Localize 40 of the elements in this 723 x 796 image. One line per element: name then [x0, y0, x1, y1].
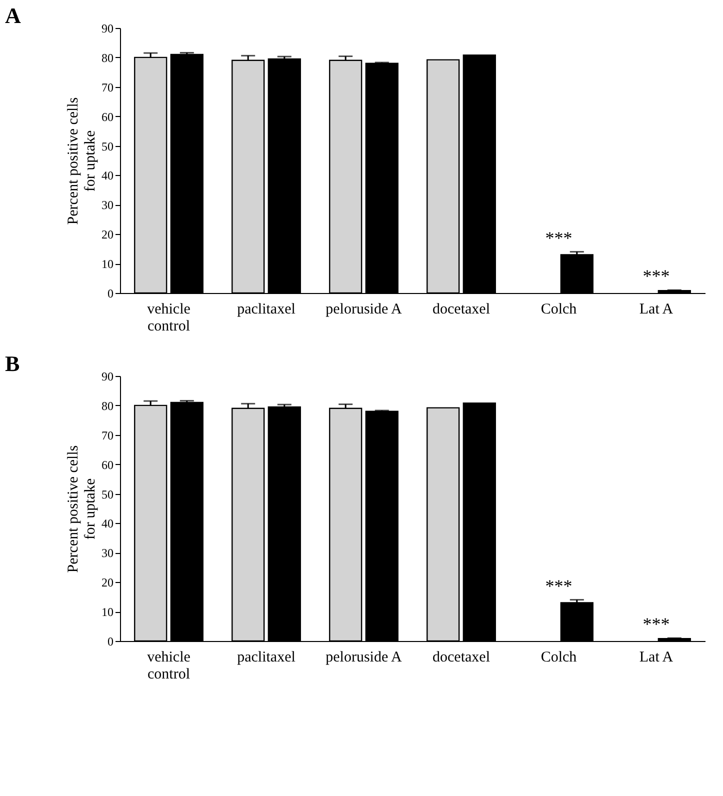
annotation: ***	[545, 576, 572, 596]
chart-title: B	[5, 351, 20, 376]
x-tick-label: vehicle control	[147, 302, 191, 334]
x-tick-label: Lat A	[639, 302, 674, 318]
chart-title: A	[5, 3, 21, 28]
y-tick-label: 30	[102, 198, 114, 212]
y-tick-label: 70	[102, 80, 114, 94]
y-tick-label: 0	[108, 286, 114, 300]
annotation: ***	[642, 266, 670, 286]
x-tick-label: peloruside A	[326, 650, 402, 666]
y-tick-label: 70	[102, 428, 114, 442]
x-tick-label: paclitaxel	[237, 650, 296, 666]
x-tick-label: vehicle control	[147, 650, 191, 682]
y-tick-label: 60	[102, 110, 114, 124]
x-tick-label: Colch	[540, 650, 578, 666]
y-tick-label: 90	[102, 370, 114, 384]
y-tick-label: 40	[102, 516, 114, 531]
y-tick-label: 80	[102, 398, 114, 413]
x-tick-label: Colch	[540, 302, 578, 318]
annotation: ***	[545, 228, 572, 248]
y-tick-label: 50	[102, 487, 114, 502]
y-tick-label: 80	[102, 50, 114, 65]
x-tick-label: paclitaxel	[237, 302, 296, 318]
y-tick-label: 20	[102, 228, 114, 242]
x-tick-label: Lat A	[639, 650, 674, 666]
y-axis-title: Percent positive cells for uptake	[66, 445, 98, 573]
y-tick-label: 50	[102, 139, 114, 154]
x-tick-label: docetaxel	[432, 650, 490, 666]
y-tick-label: 60	[102, 458, 114, 472]
y-tick-label: 0	[108, 634, 114, 648]
y-tick-label: 10	[102, 605, 114, 620]
y-tick-label: 20	[102, 576, 114, 590]
y-tick-label: 10	[102, 257, 114, 272]
y-tick-label: 90	[102, 22, 114, 36]
x-tick-label: peloruside A	[326, 302, 402, 318]
y-axis-title: Percent positive cells for uptake	[66, 97, 98, 225]
x-tick-label: docetaxel	[432, 302, 490, 318]
y-tick-label: 40	[102, 168, 114, 183]
y-tick-label: 30	[102, 546, 114, 560]
annotation: ***	[642, 614, 670, 634]
